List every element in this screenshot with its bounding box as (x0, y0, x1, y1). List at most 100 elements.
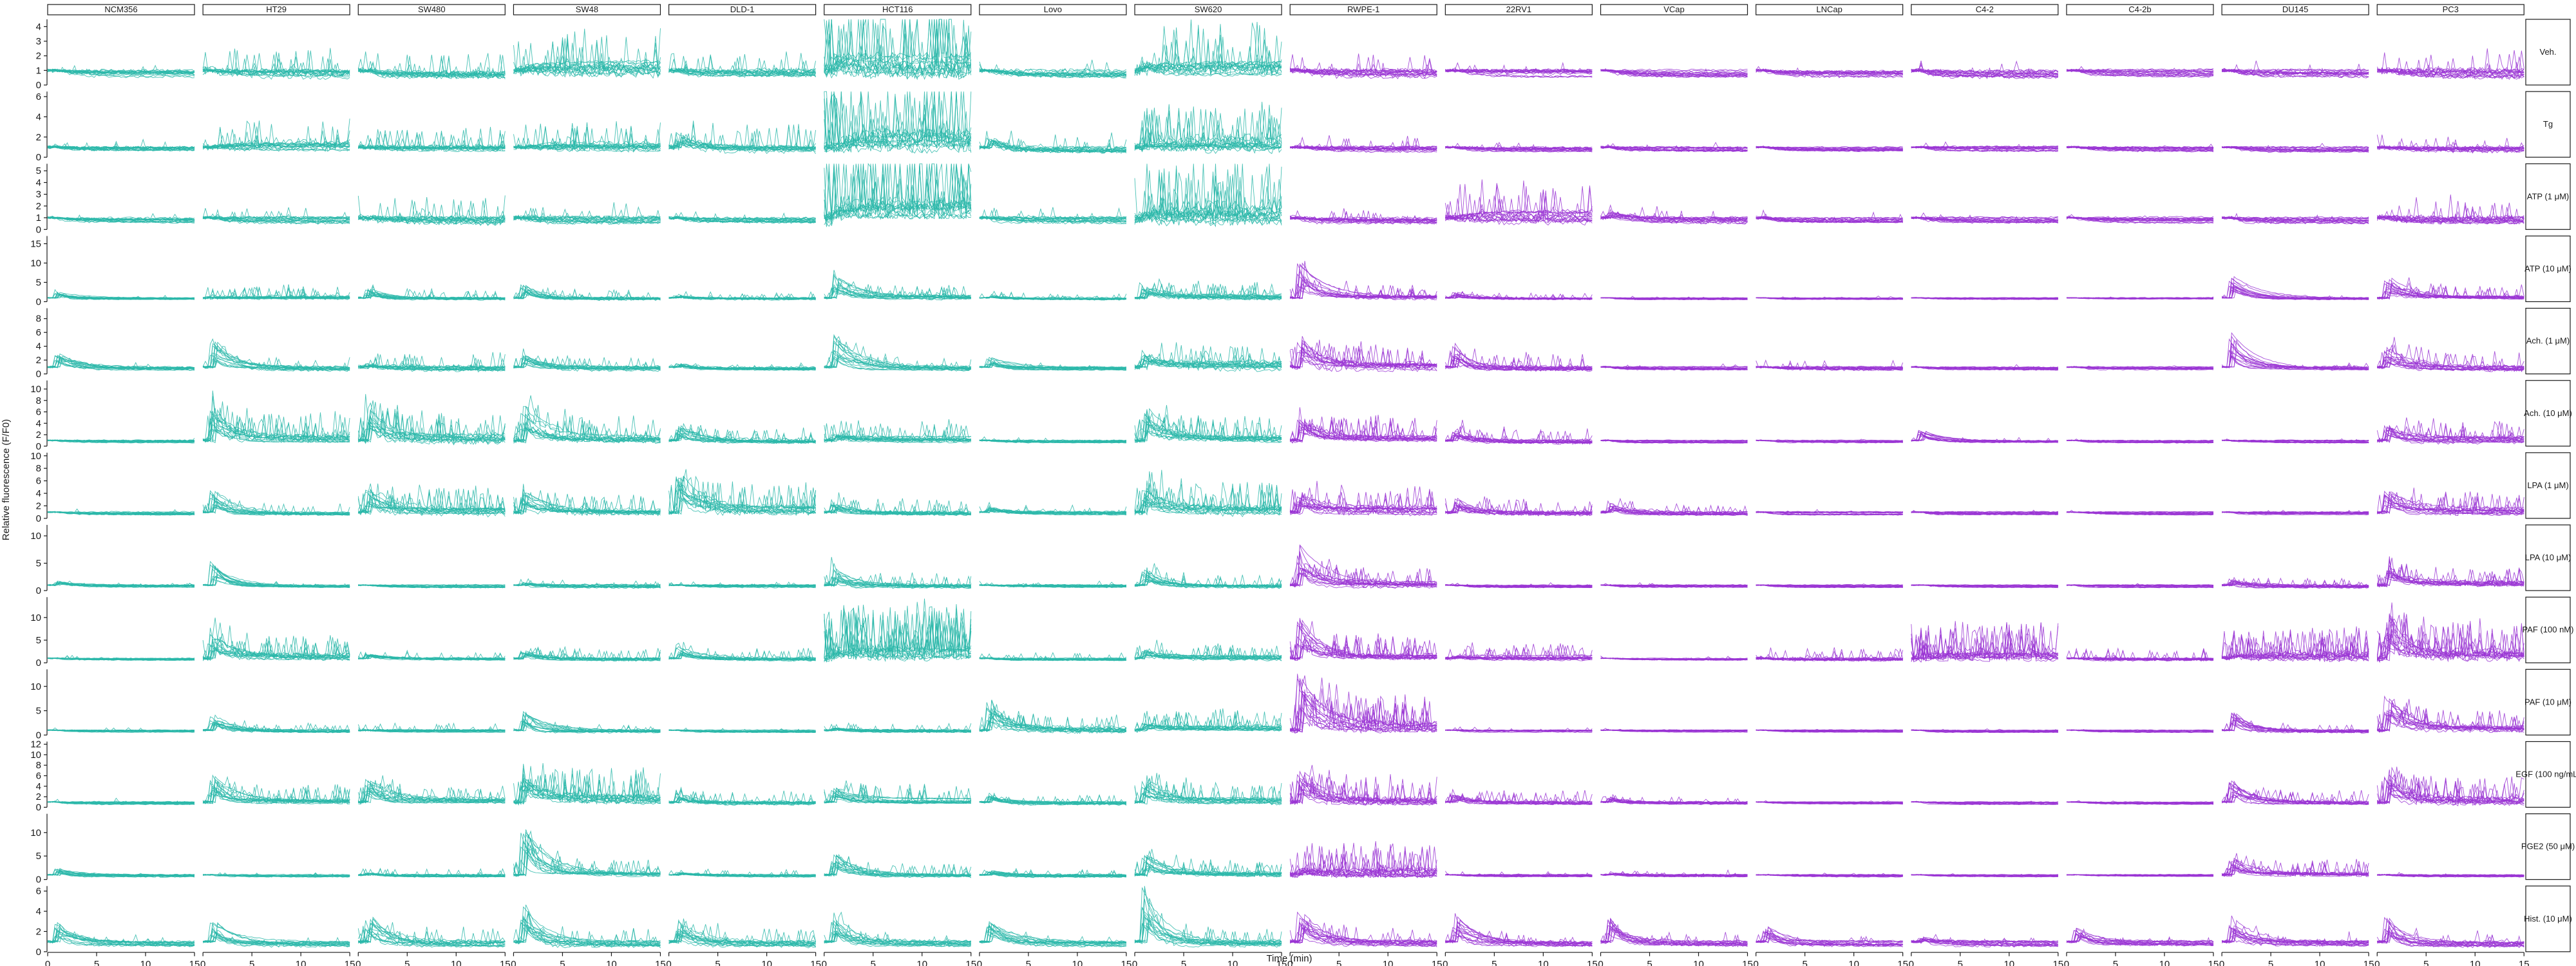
trace-line (979, 583, 1126, 588)
panel (1600, 91, 1748, 158)
y-axis-title: Relative fluorescence (F/F0) (1, 419, 12, 540)
trace-line (1290, 279, 1437, 301)
trace-line (202, 214, 350, 220)
y-tick-label: 10 (30, 612, 41, 623)
panel-background (668, 741, 816, 808)
trace-line (824, 164, 972, 227)
trace-line (1600, 204, 1748, 222)
trace-line (2066, 145, 2214, 149)
x-tick-label: 15 (810, 959, 821, 966)
panel (979, 236, 1127, 302)
panel (1289, 380, 1437, 446)
x-tick-label: 10 (916, 959, 927, 966)
panel (2221, 741, 2369, 808)
panel (1444, 741, 1593, 808)
trace-line (2222, 511, 2369, 516)
panel (668, 597, 816, 663)
y-tick-label: 2 (36, 430, 41, 440)
panel (1134, 597, 1282, 663)
panel (1600, 525, 1748, 591)
column-label: 22RV1 (1506, 5, 1532, 14)
panel (2221, 813, 2369, 880)
panel-background (1756, 308, 1903, 374)
trace-line (2377, 135, 2524, 150)
panel (2066, 452, 2214, 518)
trace-line (1134, 108, 1282, 149)
trace-line (2221, 69, 2369, 71)
panel-background (824, 525, 971, 591)
panel-background (513, 525, 661, 591)
trace-line (513, 121, 661, 150)
panel-background (1756, 525, 1903, 591)
y-tick-label: 4 (36, 341, 41, 352)
trace-line (202, 211, 350, 224)
x-tick-label: 15 (1432, 959, 1443, 966)
trace-line (203, 503, 350, 513)
trace-line (2377, 146, 2524, 149)
panel (2221, 19, 2369, 85)
trace-line (202, 414, 350, 443)
trace-line (2222, 278, 2369, 299)
trace-line (203, 341, 350, 371)
panel (979, 525, 1127, 591)
trace-line (1289, 54, 1437, 74)
trace-line (824, 573, 971, 587)
y-tick-label: 0 (36, 513, 41, 524)
row-label: Veh. (2539, 47, 2556, 57)
trace-line (668, 124, 816, 151)
panel (513, 669, 661, 735)
trace-line (1756, 68, 1903, 74)
panel-background (513, 236, 661, 302)
trace-line (513, 356, 661, 370)
x-tick-label: 15 (2208, 959, 2219, 966)
trace-line (2222, 289, 2369, 301)
panel-background (1135, 597, 1282, 663)
panel (47, 886, 195, 952)
trace-line (358, 584, 506, 587)
panel (668, 813, 816, 880)
panel (668, 380, 816, 446)
trace-line (1756, 216, 1903, 223)
row-label: LPA (1 μM) (2527, 480, 2568, 490)
trace-line (2377, 565, 2524, 586)
trace-line (979, 62, 1127, 75)
trace-line (513, 216, 661, 223)
panel (979, 308, 1127, 374)
panel (2221, 452, 2369, 518)
trace-line (202, 637, 350, 659)
panel (47, 813, 195, 880)
trace-line (47, 508, 195, 513)
trace-line (47, 216, 195, 221)
y-tick-label: 0 (36, 80, 41, 91)
trace-line (1600, 144, 1748, 151)
panel (1911, 19, 2059, 85)
trace-line (668, 216, 816, 223)
trace-line (202, 285, 350, 300)
trace-line (2066, 584, 2214, 589)
x-axis-title: Time (min) (1266, 953, 1312, 964)
trace-line (1600, 213, 1748, 219)
panel (357, 597, 506, 663)
trace-line (2377, 138, 2524, 150)
panel-background (1756, 813, 1903, 880)
panel (668, 236, 817, 302)
panel (1756, 91, 1903, 158)
trace-line (1911, 297, 2058, 299)
trace-line (513, 31, 661, 71)
trace-line (1134, 282, 1282, 301)
panel (2376, 19, 2524, 85)
x-tick-label: 5 (715, 959, 720, 966)
trace-line (1600, 214, 1748, 225)
panel-background (2066, 741, 2213, 808)
panel-background (668, 236, 816, 302)
x-tick-label: 10 (606, 959, 617, 966)
trace-line (202, 418, 350, 443)
panel (1911, 308, 2058, 374)
panel (2221, 597, 2369, 663)
panel (513, 813, 661, 880)
trace-line (47, 581, 195, 587)
trace-line (2221, 68, 2369, 79)
trace-line (1445, 64, 1593, 74)
panel-background (979, 525, 1126, 591)
trace-line (358, 129, 506, 152)
